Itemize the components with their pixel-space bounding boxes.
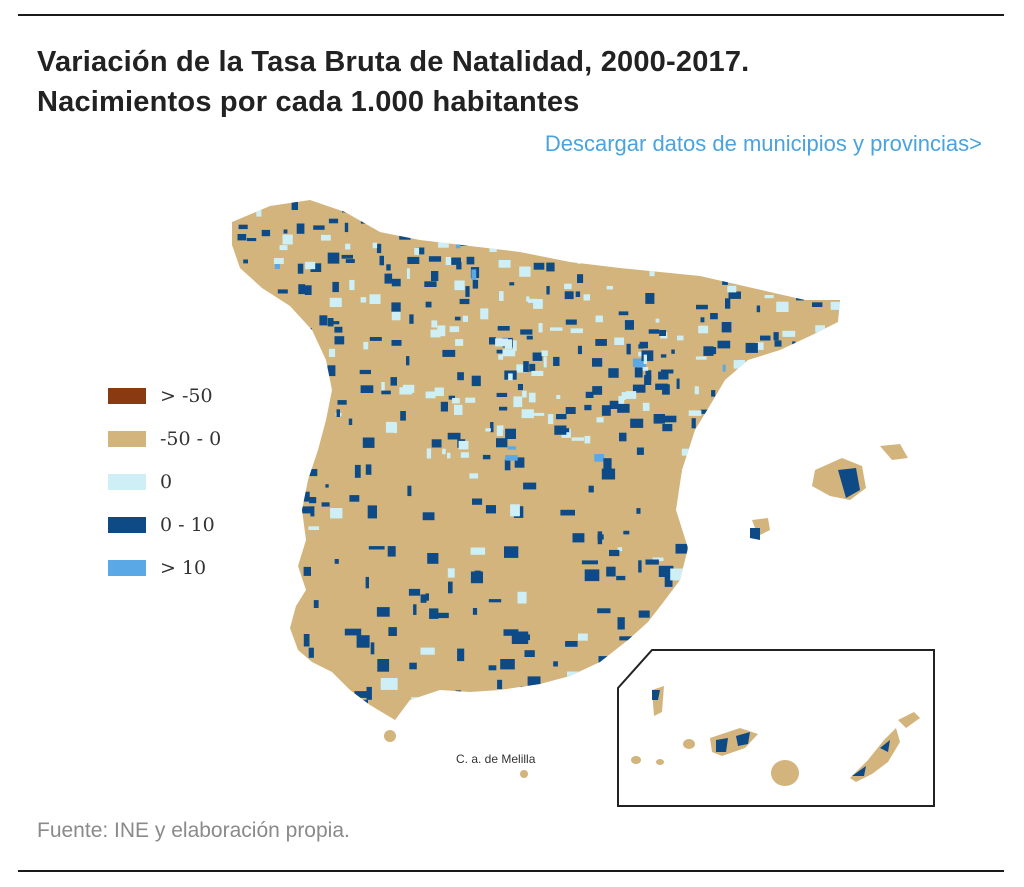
- top-rule: [18, 14, 1004, 16]
- legend-label: 0: [160, 471, 173, 493]
- title-line-1: Variación de la Tasa Bruta de Natalidad,…: [37, 46, 750, 78]
- legend-swatch: [108, 431, 146, 447]
- legend-item-zero: 0: [108, 471, 173, 493]
- page-title: Variación de la Tasa Bruta de Natalidad,…: [37, 42, 749, 122]
- legend-label: > 10: [160, 557, 207, 579]
- legend-swatch: [108, 517, 146, 533]
- spain-map: [232, 200, 935, 807]
- canary-islands-inset: [617, 649, 935, 807]
- source-note: Fuente: INE y elaboración propia.: [37, 819, 350, 842]
- legend-swatch: [108, 388, 146, 404]
- legend-swatch: [108, 560, 146, 576]
- title-line-2: Nacimientos por cada 1.000 habitantes: [37, 86, 580, 118]
- download-data-link[interactable]: Descargar datos de municipios y provinci…: [544, 131, 982, 156]
- mainland-spain: [232, 200, 840, 720]
- legend-label: 0 - 10: [160, 514, 215, 536]
- legend-label: > -50: [160, 385, 213, 407]
- legend-label: -50 - 0: [160, 428, 222, 450]
- ceuta: [384, 730, 396, 742]
- legend-item-0-to-10: 0 - 10: [108, 514, 215, 536]
- balearic-islands: [750, 444, 908, 540]
- legend-item-minus-50-to-0: -50 - 0: [108, 428, 222, 450]
- legend-item-gt-minus-50: > -50: [108, 385, 213, 407]
- bottom-rule: [18, 870, 1004, 872]
- legend-item-gt-10: > 10: [108, 557, 207, 579]
- legend-swatch: [108, 474, 146, 490]
- melilla-label: C. a. de Melilla: [456, 752, 536, 766]
- melilla: [520, 770, 528, 778]
